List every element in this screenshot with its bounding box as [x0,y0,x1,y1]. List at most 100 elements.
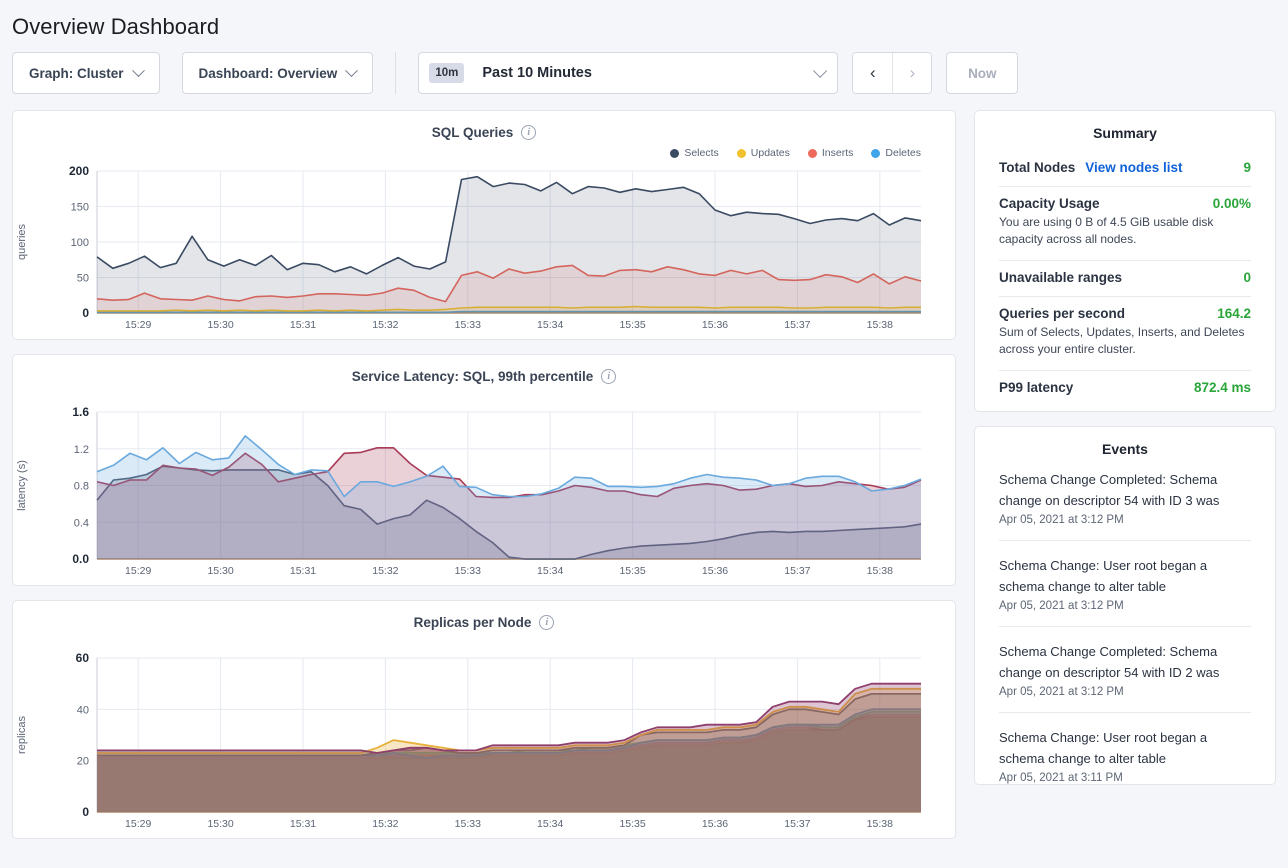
legend-label: Selects [684,147,719,159]
legend-color-dot [871,148,881,158]
summary-value: 164.2 [1217,305,1251,321]
summary-row: Total Nodes View nodes list 9 [975,151,1275,175]
event-list-item: Schema Change: User root began a schema … [975,727,1275,784]
svg-text:15:33: 15:33 [455,818,481,830]
graph-card-replicas: Replicas per Node i 15:29 15:30 15:31 15:32… [12,600,956,839]
plot-area[interactable]: 15:29 15:30 15:31 15:32 15:33 15:34 15:35 15:36… [13,630,955,838]
legend-item[interactable]: Deletes [871,147,921,159]
legend-item[interactable]: Selects [670,147,719,159]
svg-text:15:38: 15:38 [867,565,893,577]
graph-select-dropdown[interactable]: Graph: Cluster [12,52,160,94]
view-nodes-list-link[interactable]: View nodes list [1085,160,1183,175]
summary-description: You are using 0 B of 4.5 GiB usable disk… [999,215,1214,247]
legend-item[interactable]: Inserts [807,147,854,159]
event-text[interactable]: Schema Change: User root began a schema … [999,729,1208,766]
summary-label: Queries per second [999,305,1126,321]
svg-text:15:37: 15:37 [784,319,810,331]
sql-queries-plot[interactable]: 15:29 15:30 15:31 15:32 15:33 15:34 15:35 15:36… [13,159,955,339]
svg-text:15:29: 15:29 [125,319,151,331]
event-timestamp: Apr 05, 2021 at 3:12 PM [999,685,1124,698]
svg-text:200: 200 [69,164,89,178]
divider [999,186,1251,187]
svg-text:15:35: 15:35 [619,565,645,577]
svg-text:0.8: 0.8 [74,481,89,493]
svg-text:60: 60 [76,651,90,665]
legend-item[interactable]: Updates [736,147,790,159]
svg-text:0.0: 0.0 [72,552,89,566]
event-list-item: Schema Change Completed: Schema change o… [975,467,1275,526]
divider [999,625,1251,627]
dashboard-content: SQL Queries i Selects Updates Inserts [0,94,1288,839]
graph-header: Service Latency: SQL, 99th percentile i [13,355,955,384]
legend-label: Inserts [821,147,854,159]
svg-text:15:34: 15:34 [537,565,563,577]
svg-text:100: 100 [71,237,89,249]
service-latency-plot[interactable]: 15:29 15:30 15:31 15:32 15:33 15:34 15:35 15:36… [13,400,955,585]
svg-text:15:31: 15:31 [290,319,316,331]
svg-text:0.4: 0.4 [74,517,89,529]
info-icon[interactable]: i [601,369,617,384]
events-title: Events [1102,440,1148,457]
summary-title: Summary [1093,125,1157,141]
plot-area[interactable]: 15:29 15:30 15:31 15:32 15:33 15:34 15:35 15:36… [13,384,955,585]
legend-label: Updates [750,147,790,159]
legend-label: Deletes [885,147,921,159]
graph-card-service-latency: Service Latency: SQL, 99th percentile i … [12,354,956,586]
graph-title: SQL Queries [431,125,514,140]
graph-header: SQL Queries i [13,111,955,140]
event-text[interactable]: Schema Change Completed: Schema change o… [999,471,1220,508]
svg-text:40: 40 [77,704,89,716]
svg-text:15:35: 15:35 [619,319,645,331]
toolbar-divider [395,52,397,94]
event-list-item: Schema Change Completed: Schema change o… [975,641,1275,698]
summary-label: Capacity Usage [999,196,1100,211]
info-icon[interactable]: i [521,125,537,140]
time-nav-group: ‹ › [852,52,933,94]
summary-label: Unavailable ranges [999,269,1123,285]
svg-text:15:33: 15:33 [455,319,481,331]
svg-text:15:38: 15:38 [867,319,893,331]
svg-text:15:30: 15:30 [207,319,233,331]
svg-text:15:31: 15:31 [290,565,316,577]
svg-text:15:29: 15:29 [125,565,151,577]
svg-text:15:37: 15:37 [784,818,810,830]
svg-text:15:32: 15:32 [372,565,398,577]
event-text[interactable]: Schema Change Completed: Schema change o… [999,643,1220,680]
summary-row: P99 latency 872.4 ms [975,371,1275,395]
event-list-item: Schema Change: User root began a schema … [975,555,1275,612]
now-button[interactable]: Now [946,52,1019,94]
svg-text:150: 150 [71,202,89,214]
legend-color-dot [736,148,746,158]
plot-area[interactable]: 15:29 15:30 15:31 15:32 15:33 15:34 15:35 15:36… [13,159,955,339]
divider [999,295,1251,297]
event-text[interactable]: Schema Change: User root began a schema … [999,557,1208,594]
svg-text:15:34: 15:34 [537,319,563,331]
graph-title: Service Latency: SQL, 99th percentile [351,369,594,384]
graph-card-sql-queries: SQL Queries i Selects Updates Inserts [12,110,956,340]
chevron-down-icon [131,63,145,77]
svg-text:0: 0 [82,805,89,819]
dashboard-select-dropdown[interactable]: Dashboard: Overview [181,52,374,94]
replicas-per-node-plot[interactable]: 15:29 15:30 15:31 15:32 15:33 15:34 15:35 15:36… [13,646,955,838]
graph-title: Replicas per Node [413,615,532,630]
event-timestamp: Apr 05, 2021 at 3:11 PM [999,771,1123,784]
svg-text:15:35: 15:35 [619,818,645,830]
previous-range-button[interactable]: ‹ [853,53,893,93]
summary-row: Queries per second 164.2 Sum of Selects,… [975,297,1275,359]
svg-text:15:38: 15:38 [867,818,893,830]
svg-text:15:32: 15:32 [372,818,398,830]
chevron-down-icon [813,63,828,78]
next-range-button[interactable]: › [892,53,932,93]
summary-label: P99 latency [999,379,1074,395]
graph-header: Replicas per Node i [13,601,955,630]
svg-text:15:34: 15:34 [537,818,563,830]
info-icon[interactable]: i [539,615,555,630]
svg-text:15:29: 15:29 [125,818,151,830]
summary-row: Unavailable ranges 0 [975,261,1275,285]
event-timestamp: Apr 05, 2021 at 3:12 PM [999,513,1124,526]
svg-text:0: 0 [82,306,89,320]
svg-text:1.2: 1.2 [74,444,89,456]
time-range-selector[interactable]: 10m Past 10 Minutes [418,52,839,94]
summary-label: Total Nodes [999,160,1076,175]
summary-value: 872.4 ms [1193,379,1251,395]
